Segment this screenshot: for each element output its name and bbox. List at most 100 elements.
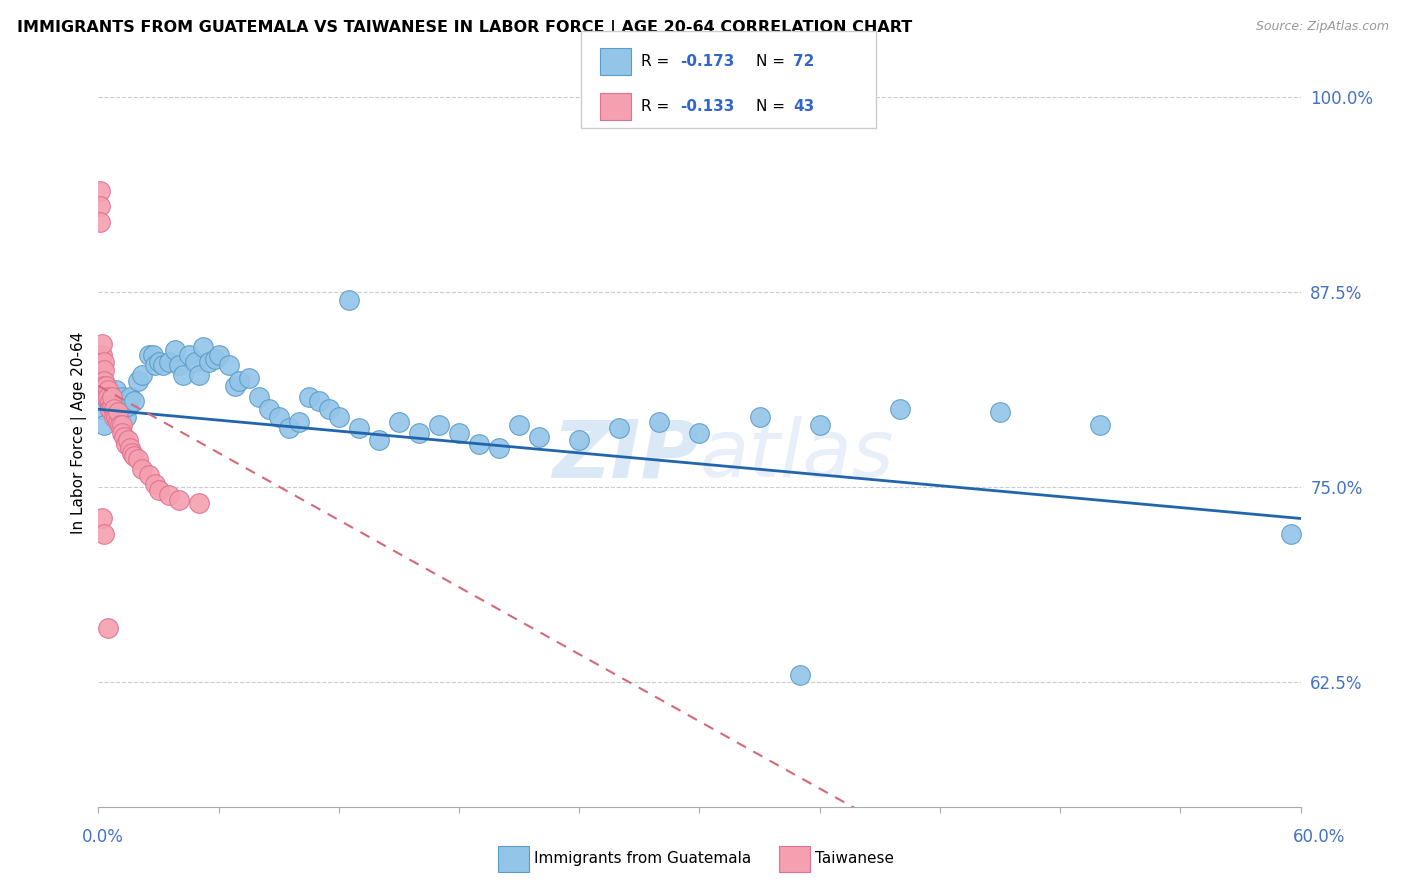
Point [93, 363, 115, 377]
Point [117, 399, 139, 413]
Point [91, 336, 114, 351]
Point [177, 347, 200, 361]
Point [337, 293, 360, 307]
Text: 60.0%: 60.0% [1292, 828, 1346, 846]
Text: Immigrants from Guatemala: Immigrants from Guatemala [534, 852, 752, 866]
Point [218, 359, 240, 373]
Point [100, 402, 122, 417]
Point [427, 417, 450, 432]
Point [808, 417, 831, 432]
Point [529, 430, 551, 444]
Point [508, 417, 530, 432]
Text: IMMIGRANTS FROM GUATEMALA VS TAIWANESE IN LABOR FORCE | AGE 20-64 CORRELATION CH: IMMIGRANTS FROM GUATEMALA VS TAIWANESE I… [17, 20, 912, 36]
Point [103, 409, 125, 424]
Text: N =: N = [756, 99, 790, 113]
Text: Taiwanese: Taiwanese [815, 852, 894, 866]
Point [328, 409, 350, 424]
Point [111, 417, 134, 432]
Point [97, 621, 120, 635]
Point [120, 390, 142, 404]
Point [96, 390, 118, 404]
Point [224, 378, 246, 392]
Point [163, 343, 186, 357]
Point [298, 390, 321, 404]
Point [172, 368, 194, 382]
Point [187, 368, 209, 382]
Point [93, 378, 115, 392]
Point [110, 417, 132, 432]
Point [138, 467, 160, 482]
Point [143, 359, 166, 373]
Point [93, 417, 115, 432]
Point [204, 352, 226, 367]
Point [277, 421, 299, 435]
Point [247, 390, 270, 404]
Point [110, 405, 132, 419]
Point [121, 446, 143, 460]
Text: R =: R = [641, 99, 675, 113]
Point [889, 402, 911, 417]
Point [131, 461, 153, 475]
Point [688, 425, 710, 440]
Point [103, 402, 125, 417]
Point [91, 371, 114, 385]
Point [111, 425, 134, 440]
Y-axis label: In Labor Force | Age 20-64: In Labor Force | Age 20-64 [72, 332, 87, 533]
Point [115, 436, 138, 450]
Point [609, 421, 631, 435]
Point [988, 405, 1011, 419]
Point [93, 378, 115, 392]
Point [368, 434, 391, 448]
Point [120, 441, 142, 455]
Point [1279, 527, 1302, 541]
Point [789, 667, 811, 681]
Point [117, 434, 139, 448]
Point [167, 359, 190, 373]
Text: N =: N = [756, 54, 790, 69]
Point [97, 384, 120, 398]
Point [128, 374, 150, 388]
Point [96, 390, 118, 404]
Point [208, 347, 231, 361]
Point [103, 390, 125, 404]
Point [107, 405, 129, 419]
Point [101, 399, 124, 413]
Point [648, 415, 671, 429]
Point [183, 355, 205, 369]
Point [157, 488, 180, 502]
Point [148, 355, 170, 369]
Point [91, 511, 114, 525]
Point [96, 378, 118, 392]
Point [89, 402, 111, 417]
Point [143, 477, 166, 491]
Point [267, 409, 290, 424]
Point [89, 215, 111, 229]
Point [93, 355, 115, 369]
Point [347, 421, 370, 435]
Point [111, 390, 134, 404]
Point [748, 409, 770, 424]
Text: Source: ZipAtlas.com: Source: ZipAtlas.com [1256, 20, 1389, 33]
Point [93, 374, 115, 388]
Point [238, 371, 260, 385]
Point [1088, 417, 1111, 432]
Point [105, 384, 128, 398]
Point [91, 371, 114, 385]
Text: ZIP: ZIP [553, 416, 699, 494]
Point [107, 415, 129, 429]
Text: 43: 43 [793, 99, 814, 113]
Point [228, 374, 250, 388]
Point [141, 347, 163, 361]
Point [100, 402, 122, 417]
Point [148, 483, 170, 498]
Point [93, 527, 115, 541]
Point [468, 436, 491, 450]
Point [288, 415, 311, 429]
Point [91, 386, 114, 401]
Point [97, 390, 120, 404]
Point [138, 347, 160, 361]
Point [408, 425, 430, 440]
Point [128, 452, 150, 467]
Point [89, 184, 111, 198]
Point [89, 199, 111, 213]
